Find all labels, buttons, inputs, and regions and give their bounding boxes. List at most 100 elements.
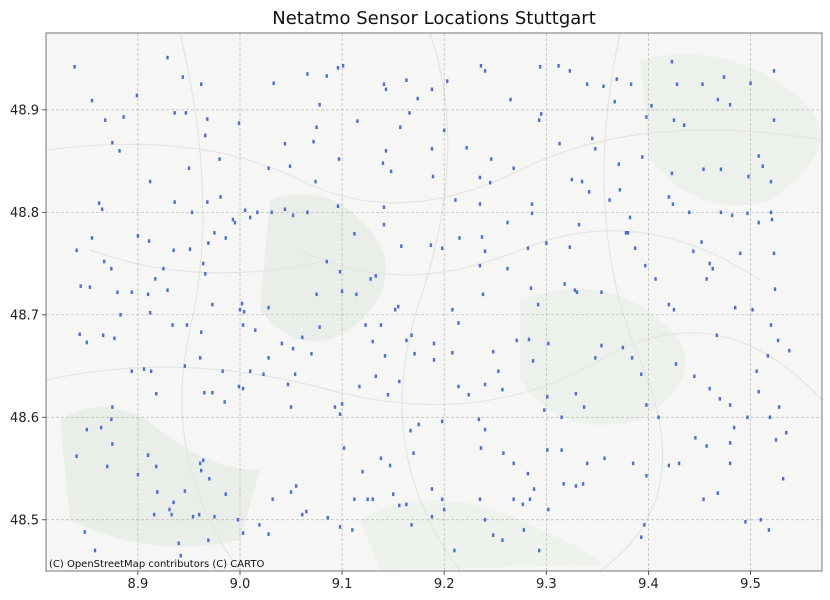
sensor-point [241, 531, 245, 535]
sensor-point [156, 490, 159, 494]
sensor-point [361, 469, 364, 474]
sensor-point [154, 277, 157, 281]
sensor-point [711, 266, 714, 271]
sensor-point [522, 528, 526, 532]
sensor-point [374, 374, 377, 379]
sensor-point [626, 231, 630, 235]
sensor-point [90, 98, 94, 103]
sensor-point [104, 118, 107, 122]
sensor-point [118, 149, 121, 153]
sensor-point [340, 402, 344, 406]
sensor-point [111, 442, 114, 446]
sensor-point [219, 195, 222, 199]
sensor-point [621, 345, 625, 350]
sensor-point [430, 487, 434, 491]
sensor-point [501, 538, 504, 543]
sensor-point [543, 408, 546, 412]
sensor-point [430, 146, 434, 151]
sensor-point [702, 497, 705, 502]
sensor-point [356, 119, 359, 123]
sensor-point [492, 533, 495, 537]
sensor-point [267, 532, 270, 536]
sensor-point [770, 217, 774, 222]
sensor-point [547, 507, 550, 512]
sensor-point [757, 154, 760, 158]
sensor-point [184, 111, 188, 115]
sensor-point [340, 289, 344, 294]
sensor-point [310, 351, 313, 356]
sensor-point [173, 111, 176, 115]
sensor-point [481, 292, 485, 297]
map-attribution: (C) OpenStreetMap contributors (C) CARTO [49, 559, 264, 570]
sensor-point [488, 180, 492, 185]
sensor-point [293, 372, 297, 377]
sensor-point [238, 307, 242, 312]
sensor-point [788, 348, 791, 353]
sensor-point [153, 512, 156, 517]
sensor-point [185, 323, 189, 327]
sensor-point [600, 290, 603, 295]
basemap-land-patches [60, 54, 821, 570]
sensor-point [237, 384, 241, 389]
sensor-point [100, 207, 104, 212]
sensor-point [291, 346, 295, 351]
sensor-point [772, 69, 776, 73]
sensor-point [497, 369, 500, 373]
sensor-point [405, 338, 408, 343]
sensor-point [315, 292, 318, 297]
sensor-point [237, 121, 241, 125]
sensor-point [645, 115, 648, 119]
sensor-point [188, 247, 192, 252]
sensor-point [701, 82, 704, 87]
sensor-point [746, 415, 749, 420]
sensor-point [526, 471, 530, 476]
sensor-point [708, 261, 711, 266]
sensor-point [142, 367, 146, 371]
sensor-point [383, 354, 387, 358]
sensor-point [207, 241, 210, 245]
sensor-point [243, 208, 247, 213]
plot-frame [45, 32, 823, 572]
sensor-point [670, 171, 674, 176]
sensor-point [432, 341, 436, 346]
sensor-point [338, 412, 342, 417]
sensor-point [351, 528, 354, 532]
sensor-point [110, 266, 113, 271]
sensor-point [242, 309, 246, 314]
y-tick-label: 48.9 [10, 103, 39, 118]
sensor-point [289, 490, 293, 494]
sensor-point [746, 211, 749, 216]
sensor-point [136, 472, 140, 477]
sensor-point [674, 362, 678, 366]
sensor-point [574, 391, 578, 396]
sensor-point [336, 204, 340, 208]
sensor-point [751, 307, 754, 312]
sensor-point [650, 103, 653, 108]
sensor-point [483, 517, 487, 522]
sensor-point [628, 215, 632, 220]
sensor-point [103, 259, 106, 264]
sensor-point [654, 277, 657, 281]
sensor-point [110, 417, 113, 422]
sensor-point [574, 484, 578, 488]
sensor-point [179, 553, 182, 558]
sensor-point [202, 458, 205, 463]
sensor-point [732, 425, 736, 430]
sensor-point [744, 520, 747, 524]
sensor-point [148, 310, 152, 315]
sensor-point [769, 323, 773, 327]
sensor-point [410, 523, 413, 527]
sensor-point [672, 118, 676, 122]
sensor-point [560, 415, 563, 420]
sensor-point [643, 523, 646, 527]
sensor-point [454, 198, 457, 202]
sensor-point [719, 167, 723, 172]
sensor-point [408, 111, 411, 115]
sensor-point [146, 453, 150, 458]
sensor-point [692, 249, 695, 254]
sensor-point [432, 358, 436, 362]
sensor-point [106, 464, 109, 469]
sensor-point [272, 81, 275, 86]
sensor-point [198, 461, 202, 466]
x-tick-label: 8.9 [128, 577, 149, 592]
